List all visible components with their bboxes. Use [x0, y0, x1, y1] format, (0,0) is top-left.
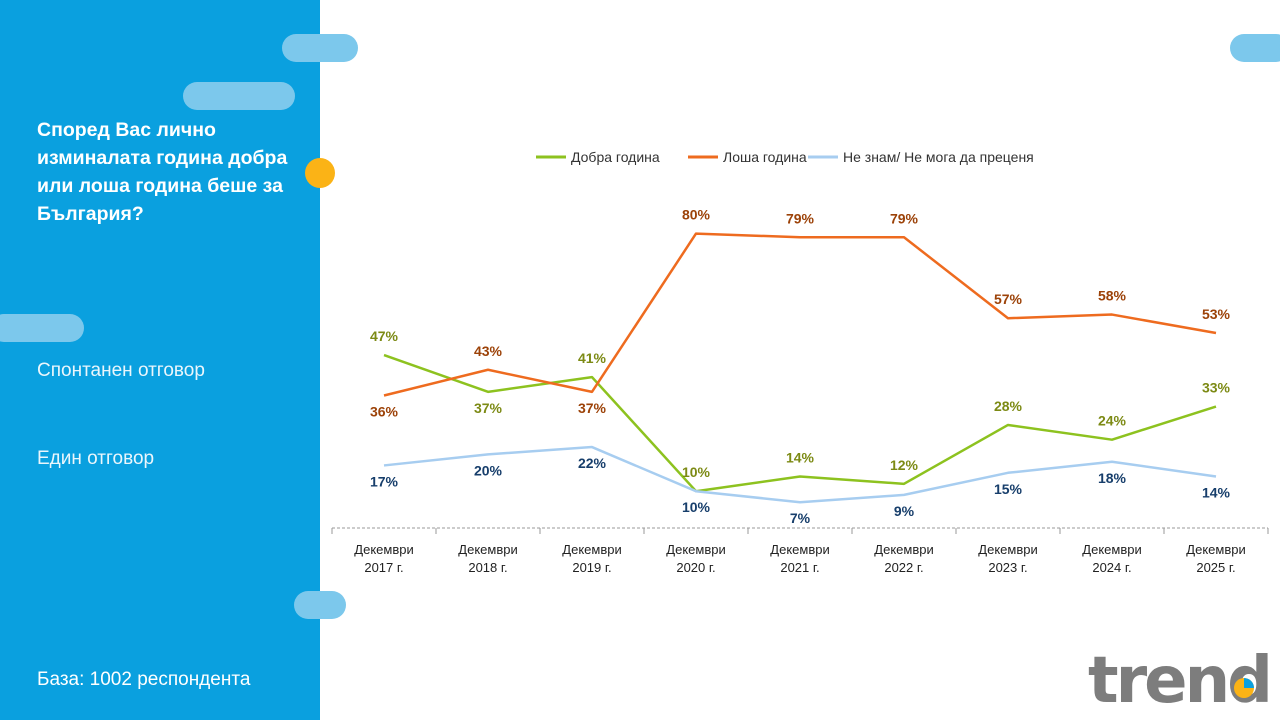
data-label-good: 28%: [994, 398, 1023, 414]
data-label-good: 12%: [890, 457, 919, 473]
data-label-bad: 58%: [1098, 288, 1127, 304]
data-label-bad: 57%: [994, 291, 1023, 307]
answer-mode: Един отговор: [37, 448, 155, 469]
series-line-good: [383, 353, 1217, 493]
response-type: Спонтанен отговор: [37, 360, 205, 381]
data-label-bad: 36%: [370, 404, 399, 420]
series-line-bad: [383, 232, 1217, 397]
data-label-unsure: 14%: [1202, 484, 1231, 500]
data-label-unsure: 17%: [370, 473, 399, 489]
data-label-unsure: 20%: [474, 462, 503, 478]
data-label-bad: 80%: [682, 207, 711, 223]
sidebar: [0, 0, 320, 720]
legend-entry-bad: Лоша година: [723, 149, 807, 165]
x-tick-label-line: Декември: [354, 542, 413, 557]
decor-pill: [282, 34, 358, 62]
x-tick-label-line: Декември: [978, 542, 1037, 557]
data-label-bad: 79%: [786, 210, 815, 226]
x-tick-label-line: 2020 г.: [676, 560, 715, 575]
x-tick-label-line: Декември: [1082, 542, 1141, 557]
x-tick-label: Декември 2021 г.: [770, 542, 829, 575]
line-chart: Добра година Лоша година Не знам/ Не мога …: [331, 149, 1269, 575]
data-labels: 47% 37% 41% 10% 14% 12% 28% 24% 33% 36% 43% 37% 80% 7…: [370, 207, 1231, 527]
decor-pill: [183, 82, 295, 110]
x-tick-label: Декември 2019 г.: [562, 542, 621, 575]
decor-pill: [294, 591, 346, 619]
data-label-unsure: 7%: [790, 510, 811, 526]
data-label-bad: 37%: [578, 400, 607, 416]
x-tick-label-line: 2025 г.: [1196, 560, 1235, 575]
data-label-bad: 43%: [474, 343, 503, 359]
data-label-unsure: 22%: [578, 455, 607, 471]
data-label-bad: 53%: [1202, 306, 1231, 322]
data-label-good: 33%: [1202, 380, 1231, 396]
decor-dot: [305, 158, 335, 188]
base-note: База: 1002 респондента: [37, 669, 251, 690]
decor-pill: [1230, 34, 1280, 62]
x-tick-label-line: 2019 г.: [572, 560, 611, 575]
x-tick-label-line: Декември: [1186, 542, 1245, 557]
x-axis: Декември 2017 г. Декември 2018 г. Декември 20…: [331, 527, 1269, 575]
x-tick-label-line: 2018 г.: [468, 560, 507, 575]
x-tick-label: Декември 2025 г.: [1186, 542, 1245, 575]
x-tick-label: Декември 2017 г.: [354, 542, 413, 575]
x-tick-label-line: Декември: [666, 542, 725, 557]
x-tick-label-line: 2023 г.: [988, 560, 1027, 575]
x-tick-label-line: 2024 г.: [1092, 560, 1131, 575]
x-tick-label-line: Декември: [458, 542, 517, 557]
data-label-good: 24%: [1098, 413, 1127, 429]
legend-entry-unsure: Не знам/ Не мога да преценя: [843, 149, 1034, 165]
x-tick-label: Декември 2023 г.: [978, 542, 1037, 575]
data-label-good: 47%: [370, 328, 399, 344]
chart-legend: Добра година Лоша година Не знам/ Не мога …: [536, 149, 1034, 165]
data-label-unsure: 10%: [682, 499, 711, 515]
data-label-unsure: 18%: [1098, 470, 1127, 486]
x-tick-label-line: Декември: [770, 542, 829, 557]
x-tick-label-line: 2017 г.: [364, 560, 403, 575]
x-tick-label-line: 2022 г.: [884, 560, 923, 575]
data-label-good: 10%: [682, 464, 711, 480]
x-tick-label: Декември 2024 г.: [1082, 542, 1141, 575]
legend-entry-good: Добра година: [571, 149, 660, 165]
chart-series: [383, 232, 1217, 504]
data-label-good: 41%: [578, 350, 607, 366]
data-label-unsure: 9%: [894, 503, 915, 519]
data-label-good: 14%: [786, 449, 815, 465]
x-tick-label: Декември 2020 г.: [666, 542, 725, 575]
decor-pill: [0, 314, 84, 342]
x-tick-label: Декември 2022 г.: [874, 542, 933, 575]
data-label-bad: 79%: [890, 210, 919, 226]
x-tick-label-line: Декември: [874, 542, 933, 557]
x-tick-label: Декември 2018 г.: [458, 542, 517, 575]
x-tick-label-line: 2021 г.: [780, 560, 819, 575]
question-title: Според Вас лично изминалата година добра…: [37, 119, 288, 225]
logo-dot-segment: [1244, 678, 1254, 688]
x-tick-label-line: Декември: [562, 542, 621, 557]
data-label-unsure: 15%: [994, 481, 1023, 497]
series-line-unsure: [383, 445, 1217, 504]
data-label-good: 37%: [474, 400, 503, 416]
trend-logo: trend: [1088, 648, 1268, 712]
